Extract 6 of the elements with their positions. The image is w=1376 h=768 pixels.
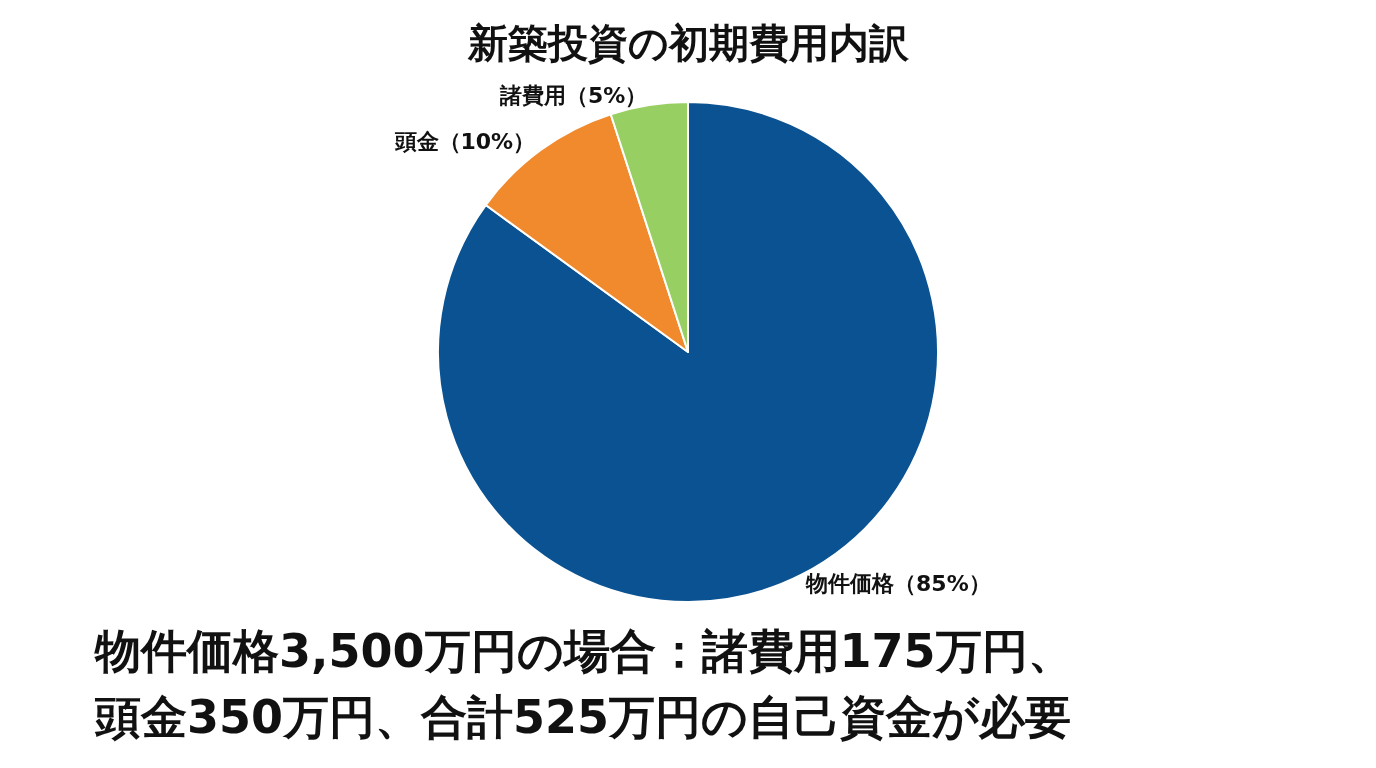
chart-title: 新築投資の初期費用内訳 [466,20,910,66]
slice-label: 諸費用（5%） [498,82,648,108]
slice-label: 物件価格（85%） [805,571,991,597]
slice-label: 頭金（10%） [393,129,536,155]
text: 頭金350万円、合計525万円の自己資金が必要 [94,690,1072,744]
text: 物件価格3,500万円の場合：諸費用175万円、 [94,624,1074,678]
